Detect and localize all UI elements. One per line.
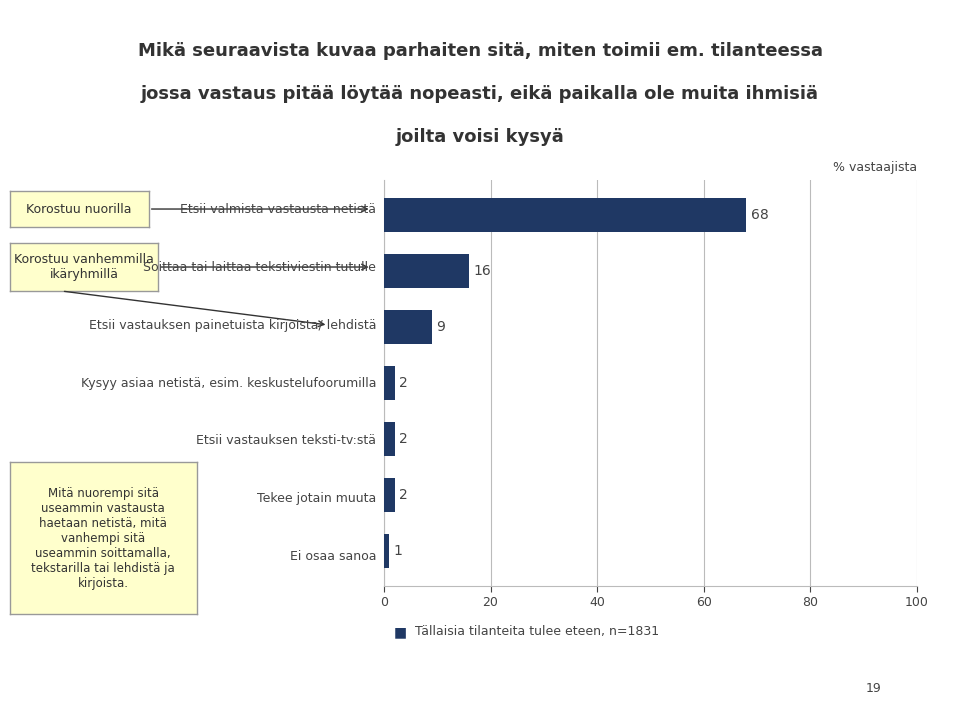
Text: 19: 19 xyxy=(866,682,881,695)
Text: Mitä nuorempi sitä
useammin vastausta
haetaan netistä, mitä
vanhempi sitä
useamm: Mitä nuorempi sitä useammin vastausta ha… xyxy=(32,487,175,590)
Text: Etsii vastauksen painetuista kirjoista/ lehdistä: Etsii vastauksen painetuista kirjoista/ … xyxy=(89,318,376,332)
Text: 2: 2 xyxy=(399,488,408,502)
Text: 16: 16 xyxy=(473,264,492,278)
Text: 2: 2 xyxy=(399,376,408,390)
Text: Korostuu nuorilla: Korostuu nuorilla xyxy=(27,203,132,215)
Text: jossa vastaus pitää löytää nopeasti, eikä paikalla ole muita ihmisiä: jossa vastaus pitää löytää nopeasti, eik… xyxy=(141,85,819,103)
Bar xyxy=(384,422,395,455)
Text: 9: 9 xyxy=(436,320,445,334)
Text: Viestintäpalveluiden käyttötapatutkimus 2009: Viestintäpalveluiden käyttötapatutkimus … xyxy=(8,13,372,26)
Text: ■: ■ xyxy=(394,625,407,639)
Text: Kysyy asiaa netistä, esim. keskustelufoorumilla: Kysyy asiaa netistä, esim. keskustelufoo… xyxy=(81,376,376,390)
Bar xyxy=(384,254,469,288)
Text: Soittaa tai laittaa tekstiviestin tutulle: Soittaa tai laittaa tekstiviestin tutull… xyxy=(143,261,376,273)
Text: Tällaisia tilanteita tulee eteen, n=1831: Tällaisia tilanteita tulee eteen, n=1831 xyxy=(415,626,659,638)
Text: Mikä seuraavista kuvaa parhaiten sitä, miten toimii em. tilanteessa: Mikä seuraavista kuvaa parhaiten sitä, m… xyxy=(137,42,823,60)
Bar xyxy=(384,534,390,568)
Bar xyxy=(384,198,746,232)
Bar xyxy=(384,311,432,344)
Text: Korostuu vanhemmilla
ikäryhmillä: Korostuu vanhemmilla ikäryhmillä xyxy=(14,253,154,281)
Text: Etsii valmista vastausta netistä: Etsii valmista vastausta netistä xyxy=(180,203,376,215)
Text: Tekee jotain muuta: Tekee jotain muuta xyxy=(257,493,376,505)
Text: % vastaajista: % vastaajista xyxy=(832,161,917,174)
Text: joilta voisi kysyä: joilta voisi kysyä xyxy=(396,128,564,146)
Text: 1: 1 xyxy=(394,544,402,558)
Text: 68: 68 xyxy=(751,208,768,222)
Text: Etsii vastauksen teksti-tv:stä: Etsii vastauksen teksti-tv:stä xyxy=(196,434,376,448)
Text: 2: 2 xyxy=(399,432,408,446)
Text: Ei osaa sanoa: Ei osaa sanoa xyxy=(290,551,376,563)
Bar xyxy=(384,366,395,400)
Bar xyxy=(384,478,395,512)
